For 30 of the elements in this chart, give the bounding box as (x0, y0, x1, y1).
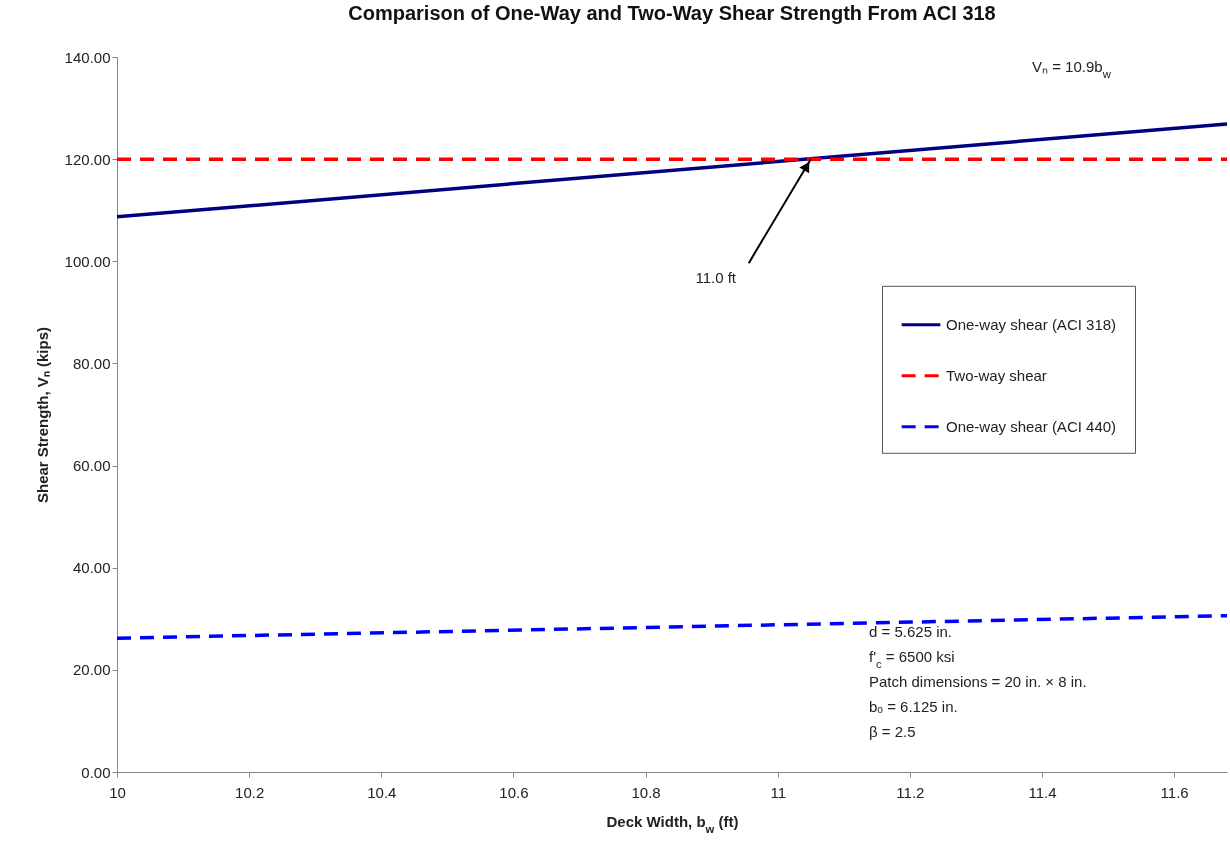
y-tick-label: 140.00 (64, 48, 111, 66)
x-tick-label: 11.2 (896, 783, 925, 801)
legend-label: One-way shear (ACI 318) (946, 315, 1117, 333)
x-tick-label: 10 (109, 783, 126, 801)
y-axis-title: Shear Strength, Vₙ (kips) (33, 326, 51, 504)
y-tick-label: 120.00 (64, 150, 111, 168)
x-tick-label: 10.6 (499, 783, 529, 801)
legend-label: Two-way shear (946, 366, 1047, 384)
chart-title: Comparison of One-Way and Two-Way Shear Strength From ACI 318 (348, 2, 996, 24)
x-tick-label: 11.4 (1028, 783, 1057, 801)
x-tick-label: 10.8 (631, 783, 661, 801)
y-tick-label: 0.00 (81, 763, 111, 781)
y-tick-label: 60.00 (72, 457, 111, 475)
annotation: β = 2.5 (869, 723, 916, 740)
annotation: 11.0 ft (695, 269, 737, 287)
annotation: Vₙ = 10.9b$_{w}$ (1032, 58, 1112, 80)
y-tick-label: 80.00 (72, 354, 111, 372)
x-tick-label: 11 (770, 783, 786, 801)
annotation: d = 5.625 in. (869, 623, 952, 640)
annotation: bₒ = 6.125 in. (869, 698, 958, 715)
y-tick-label: 20.00 (72, 661, 111, 679)
annotation: Patch dimensions = 20 in. × 8 in. (869, 673, 1087, 690)
annotation: f'$_{c}$ = 6500 ksi (869, 648, 955, 670)
x-tick-label: 11.6 (1160, 783, 1189, 801)
x-tick-label: 10.2 (235, 783, 265, 801)
y-tick-label: 100.00 (64, 252, 111, 270)
y-tick-label: 40.00 (72, 559, 111, 577)
x-tick-label: 10.4 (367, 783, 397, 801)
x-axis-title: Deck Width, b$_{w}$ (ft) (606, 812, 739, 835)
legend-label: One-way shear (ACI 440) (946, 417, 1117, 435)
